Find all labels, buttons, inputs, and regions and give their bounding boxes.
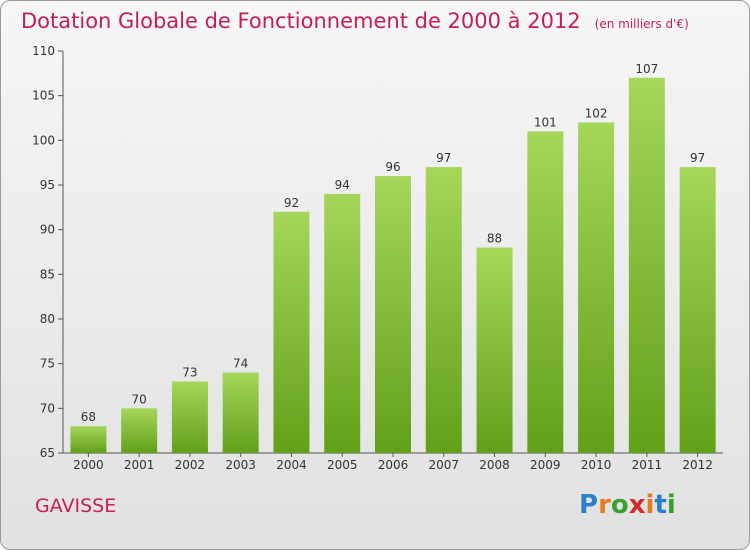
x-tick-label: 2001 (124, 458, 155, 472)
y-tick-label: 80 (40, 312, 55, 326)
bar (425, 167, 462, 453)
logo-letter: t (654, 490, 667, 520)
x-tick-label: 2008 (479, 458, 510, 472)
y-tick-label: 105 (32, 89, 55, 103)
x-tick-label: 2007 (428, 458, 459, 472)
x-tick-label: 2010 (581, 458, 612, 472)
y-tick-label: 70 (40, 401, 55, 415)
y-tick-label: 110 (32, 44, 55, 58)
logo-letter: P (579, 490, 599, 520)
bar-value-label: 70 (132, 392, 147, 406)
chart-title: Dotation Globale de Fonctionnement de 20… (21, 9, 581, 33)
x-tick-label: 2000 (73, 458, 104, 472)
x-tick-label: 2004 (276, 458, 307, 472)
bar (679, 167, 716, 453)
x-tick-label: 2005 (327, 458, 358, 472)
bar (171, 381, 208, 453)
y-tick-label: 75 (40, 357, 55, 371)
bar-value-label: 94 (335, 178, 350, 192)
y-tick-label: 95 (40, 178, 55, 192)
x-tick-label: 2006 (378, 458, 409, 472)
logo-letter: x (628, 490, 646, 520)
y-tick-label: 100 (32, 133, 55, 147)
commune-name: GAVISSE (35, 495, 117, 517)
bar-value-label: 88 (487, 232, 502, 246)
bar (273, 211, 310, 453)
bar (70, 426, 107, 453)
x-tick-label: 2011 (632, 458, 663, 472)
bar-value-label: 96 (385, 160, 400, 174)
bar (628, 77, 665, 454)
bar-value-label: 107 (635, 62, 658, 76)
x-tick-label: 2002 (175, 458, 206, 472)
bar-value-label: 68 (81, 410, 96, 424)
x-tick-label: 2009 (530, 458, 561, 472)
bar (527, 131, 564, 453)
proxiti-logo: Proxiti (579, 490, 676, 520)
bar-value-label: 101 (534, 115, 557, 129)
chart-title-line: Dotation Globale de Fonctionnement de 20… (21, 9, 689, 33)
bar (476, 247, 513, 453)
bar (222, 372, 259, 453)
bar-value-label: 97 (690, 151, 705, 165)
bar (324, 193, 361, 453)
bar-value-label: 92 (284, 196, 299, 210)
bar (375, 176, 411, 454)
x-tick-label: 2003 (225, 458, 256, 472)
logo-letter: r (598, 490, 611, 520)
bar-value-label: 102 (585, 106, 608, 120)
bar (578, 122, 615, 453)
x-tick-label: 2012 (682, 458, 713, 472)
logo-letter: i (666, 490, 676, 520)
chart-unit-note: (en milliers d'€) (594, 17, 689, 31)
bar (121, 408, 158, 453)
y-tick-label: 90 (40, 223, 55, 237)
bar-value-label: 73 (182, 366, 197, 380)
logo-letter: o (610, 490, 629, 520)
y-tick-label: 85 (40, 267, 55, 281)
bar-value-label: 97 (436, 151, 451, 165)
y-tick-label: 65 (40, 446, 55, 460)
logo-letter: i (645, 490, 655, 520)
bar-value-label: 74 (233, 357, 248, 371)
